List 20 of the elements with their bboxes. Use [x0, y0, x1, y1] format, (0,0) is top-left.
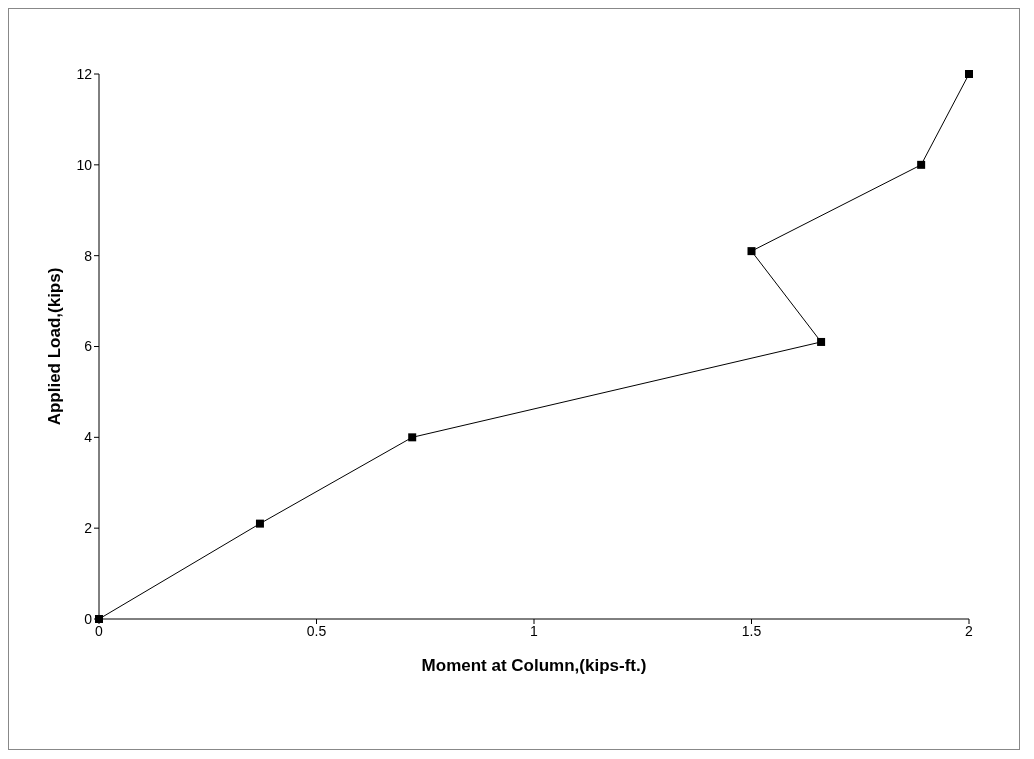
y-tick-label: 10 — [76, 156, 93, 173]
point — [917, 160, 926, 169]
y-tick-label: 0 — [84, 610, 93, 627]
x-tick-label: 1.5 — [741, 622, 762, 639]
y-tick-label: 4 — [84, 429, 93, 446]
point — [965, 70, 973, 78]
y-tick-label: 8 — [84, 247, 93, 264]
y-tick-label: 6 — [84, 338, 93, 355]
y-tick-label: 2 — [84, 520, 93, 537]
x-axis-title: Moment at Column,(kips-ft.) — [421, 656, 647, 675]
x-tick-label: 0.5 — [306, 622, 327, 639]
x-tick-label: 0 — [95, 622, 104, 639]
point — [747, 247, 756, 256]
y-axis-title: Applied Load,(kips) — [45, 267, 65, 426]
y-tick-label: 12 — [76, 65, 93, 82]
point — [817, 337, 826, 346]
point — [255, 519, 264, 528]
x-tick-label: 2 — [965, 622, 974, 639]
x-tick-label: 1 — [530, 622, 539, 639]
point — [408, 433, 417, 442]
